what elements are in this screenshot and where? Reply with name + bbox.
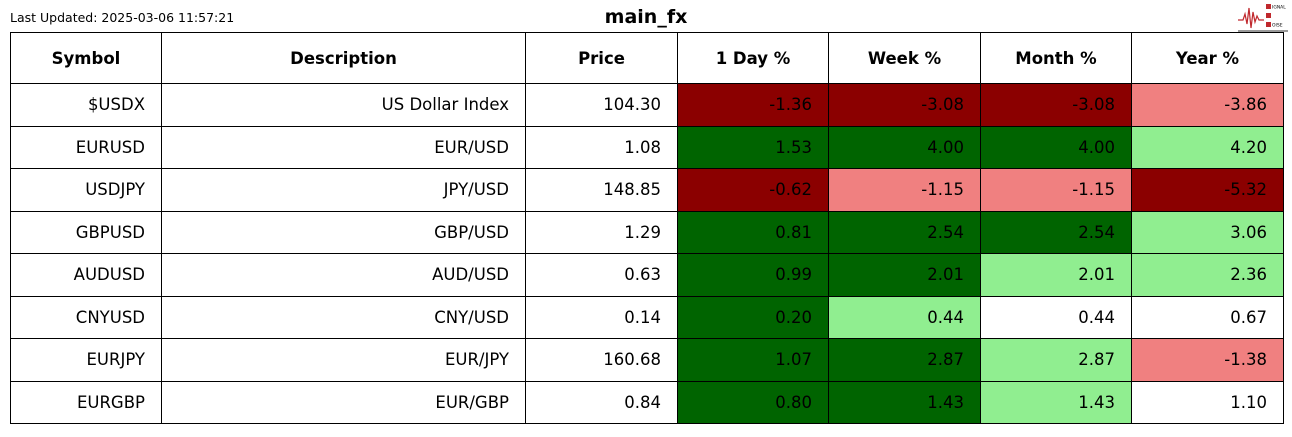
table-cell: 1.08: [525, 125, 678, 169]
table-cell: AUD/USD: [161, 253, 526, 297]
table-row: EURJPY EUR/JPY 160.68 1.07 2.87 2.87 -1.38: [10, 338, 1284, 382]
table-row: EURUSD EUR/USD 1.08 1.53 4.00 4.00 4.20: [10, 125, 1284, 169]
table-cell: GBPUSD: [10, 210, 162, 254]
table-cell: 0.14: [525, 295, 678, 339]
table-cell: 2.54: [828, 210, 981, 254]
table-cell: 0.63: [525, 253, 678, 297]
table-cell: 0.44: [980, 295, 1132, 339]
table-cell: -3.08: [828, 83, 981, 127]
table-cell: 0.84: [525, 380, 678, 424]
table-cell: 1.43: [828, 380, 981, 424]
table-cell: 0.20: [677, 295, 829, 339]
table-cell: 0.99: [677, 253, 829, 297]
table-cell: 3.06: [1131, 210, 1284, 254]
table-cell: 2.01: [828, 253, 981, 297]
table-cell: $USDX: [10, 83, 162, 127]
header-row: Symbol Description Price 1 Day % Week % Month…: [10, 32, 1284, 84]
table-row: $USDX US Dollar Index 104.30 -1.36 -3.08 -3.0…: [10, 83, 1284, 127]
column-header: Price: [525, 32, 678, 84]
table-cell: 0.44: [828, 295, 981, 339]
table-cell: -3.08: [980, 83, 1132, 127]
fx-table: Symbol Description Price 1 Day % Week % Month…: [10, 32, 1284, 424]
page-title: main_fx: [604, 6, 688, 28]
table-cell: EUR/GBP: [161, 380, 526, 424]
table-cell: 0.81: [677, 210, 829, 254]
table-row: GBPUSD GBP/USD 1.29 0.81 2.54 2.54 3.06: [10, 210, 1284, 254]
table-cell: AUDUSD: [10, 253, 162, 297]
last-updated: Last Updated: 2025-03-06 11:57:21: [10, 10, 235, 25]
table-cell: -5.32: [1131, 168, 1284, 212]
table-cell: EUR/USD: [161, 125, 526, 169]
table-cell: EURGBP: [10, 380, 162, 424]
table-cell: 2.54: [980, 210, 1132, 254]
table-cell: 0.67: [1131, 295, 1284, 339]
table-cell: 1.43: [980, 380, 1132, 424]
signal-to-noise-logo: IGNAL OISE: [1238, 4, 1288, 32]
table-row: CNYUSD CNY/USD 0.14 0.20 0.44 0.44 0.67: [10, 295, 1284, 339]
table-cell: -1.36: [677, 83, 829, 127]
table-cell: 4.00: [980, 125, 1132, 169]
table-cell: EUR/JPY: [161, 338, 526, 382]
table-row: EURGBP EUR/GBP 0.84 0.80 1.43 1.43 1.10: [10, 380, 1284, 424]
table-cell: EURUSD: [10, 125, 162, 169]
table-cell: 160.68: [525, 338, 678, 382]
table-cell: CNYUSD: [10, 295, 162, 339]
table-row: USDJPY JPY/USD 148.85 -0.62 -1.15 -1.15 -5.32: [10, 168, 1284, 212]
svg-text:IGNAL: IGNAL: [1272, 5, 1286, 11]
table-cell: -1.15: [980, 168, 1132, 212]
column-header: Symbol: [10, 32, 162, 84]
column-header: 1 Day %: [677, 32, 829, 84]
table-cell: 1.53: [677, 125, 829, 169]
table-cell: 2.87: [828, 338, 981, 382]
table-cell: -0.62: [677, 168, 829, 212]
table-cell: 4.20: [1131, 125, 1284, 169]
table-cell: US Dollar Index: [161, 83, 526, 127]
table-cell: 4.00: [828, 125, 981, 169]
table-cell: EURJPY: [10, 338, 162, 382]
table-cell: -1.38: [1131, 338, 1284, 382]
table-cell: -3.86: [1131, 83, 1284, 127]
table-cell: JPY/USD: [161, 168, 526, 212]
table-cell: 1.07: [677, 338, 829, 382]
table-cell: -1.15: [828, 168, 981, 212]
table-cell: 2.87: [980, 338, 1132, 382]
column-header: Week %: [828, 32, 981, 84]
table-row: AUDUSD AUD/USD 0.63 0.99 2.01 2.01 2.36: [10, 253, 1284, 297]
table-cell: 0.80: [677, 380, 829, 424]
table-cell: USDJPY: [10, 168, 162, 212]
table-cell: 104.30: [525, 83, 678, 127]
table-cell: CNY/USD: [161, 295, 526, 339]
table-cell: 1.10: [1131, 380, 1284, 424]
table-cell: 2.01: [980, 253, 1132, 297]
column-header: Month %: [980, 32, 1132, 84]
svg-text:OISE: OISE: [1272, 23, 1283, 29]
column-header: Year %: [1131, 32, 1284, 84]
table-cell: 1.29: [525, 210, 678, 254]
table-cell: 2.36: [1131, 253, 1284, 297]
table-cell: GBP/USD: [161, 210, 526, 254]
column-header: Description: [161, 32, 526, 84]
table-cell: 148.85: [525, 168, 678, 212]
